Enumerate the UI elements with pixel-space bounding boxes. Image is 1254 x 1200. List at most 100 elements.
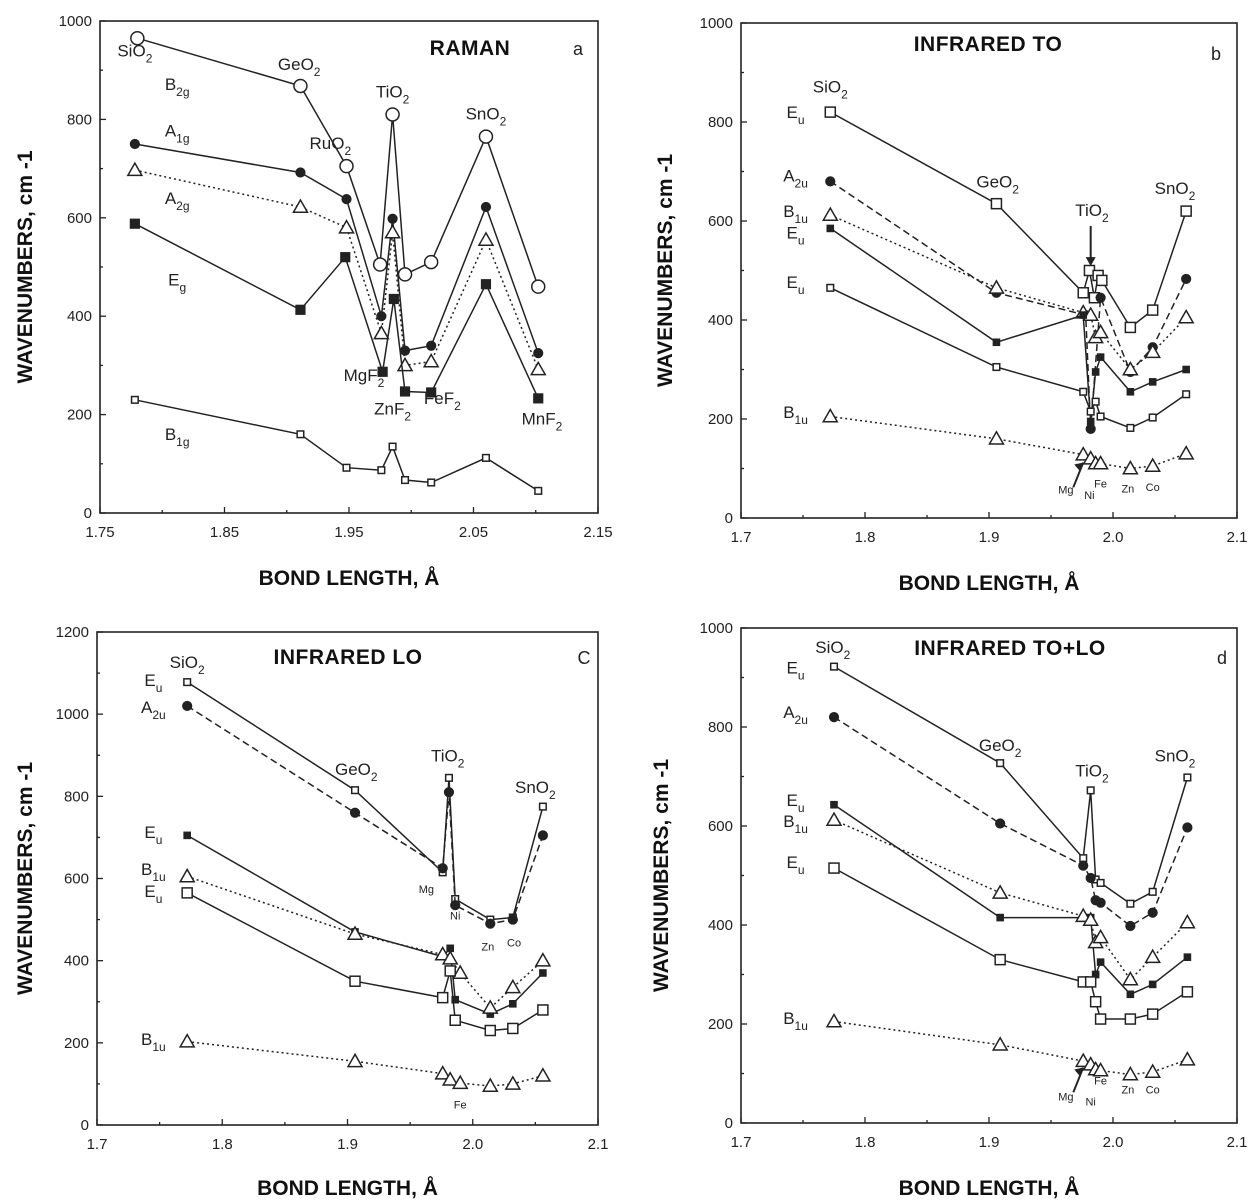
- data-point: [824, 106, 837, 118]
- data-point: [399, 386, 411, 397]
- annotation-label: Eu: [144, 882, 162, 906]
- data-point: [434, 1065, 451, 1080]
- data-point: [1095, 897, 1106, 908]
- data-point: [1126, 387, 1135, 396]
- data-point: [1096, 958, 1105, 966]
- data-point: [397, 267, 413, 282]
- series-Eu: [829, 662, 1192, 908]
- data-point: [1181, 986, 1194, 998]
- data-point: [1086, 417, 1095, 426]
- series-line: [829, 180, 1187, 429]
- annotation-label: GeO2: [278, 55, 321, 79]
- x-tick-label: 1.85: [210, 524, 239, 541]
- y-tick-label: 400: [64, 953, 89, 970]
- data-point: [534, 1067, 552, 1082]
- annotation-label: MnF2: [522, 409, 563, 433]
- data-point: [296, 430, 305, 439]
- y-tick-label: 600: [708, 818, 733, 835]
- cation-label: Fe: [454, 1100, 467, 1112]
- data-point: [529, 360, 547, 376]
- x-tick-label: 1.75: [85, 524, 114, 541]
- data-point: [1085, 423, 1096, 434]
- x-tick-label: 2.1: [1227, 529, 1248, 546]
- x-tick-label: 2.0: [462, 1136, 483, 1153]
- x-tick-label: 2.05: [459, 524, 488, 541]
- data-point: [1096, 412, 1105, 421]
- y-tick-label: 400: [67, 308, 92, 325]
- data-point: [1122, 970, 1139, 986]
- chart-panel-a: 1.75 1.85 1.95 2.05 2.15 0 200 400 600 800 1000 BON…: [14, 13, 613, 590]
- data-point: [478, 129, 494, 144]
- data-point: [1096, 274, 1108, 287]
- y-tick-label: 1000: [700, 620, 733, 637]
- series-line: [186, 705, 544, 925]
- annotation-label: Eu: [787, 791, 805, 815]
- series-line: [134, 169, 539, 370]
- data-point: [441, 950, 459, 965]
- data-point: [129, 218, 140, 229]
- data-point: [1181, 273, 1192, 285]
- annotation-label: Eu: [787, 853, 805, 877]
- data-point: [295, 167, 306, 178]
- annotation-label: B2g: [165, 75, 190, 99]
- data-point: [1147, 907, 1158, 918]
- series-line: [833, 804, 1188, 996]
- x-tick-label: 1.9: [979, 1134, 1000, 1151]
- data-point: [385, 107, 400, 122]
- data-point: [346, 925, 364, 940]
- x-tick-label: 1.7: [87, 1136, 108, 1153]
- data-point: [534, 486, 543, 495]
- annotation-label: A1g: [165, 122, 190, 146]
- cation-label: Mg: [1058, 484, 1073, 496]
- cation-label: Ni: [1085, 1097, 1095, 1109]
- series-line: [833, 716, 1189, 927]
- data-point: [388, 293, 399, 305]
- data-point: [992, 362, 1001, 372]
- data-point: [996, 913, 1004, 922]
- data-point: [821, 206, 839, 222]
- series-line: [833, 819, 1188, 981]
- data-point: [1091, 368, 1100, 376]
- annotation-label: Eg: [168, 271, 186, 295]
- data-point: [388, 442, 397, 451]
- data-point: [484, 1024, 497, 1037]
- plot-frame: [740, 627, 1238, 1124]
- data-point: [988, 430, 1005, 445]
- y-tick-label: 400: [708, 312, 733, 329]
- panel-letter: b: [1211, 44, 1221, 64]
- annotation-label: TiO2: [1075, 762, 1109, 786]
- data-point: [350, 786, 360, 795]
- chart-panel-d: 1.7 1.8 1.9 2.0 2.1 0 200 400 600 800 1000 BOND LEN…: [650, 620, 1247, 1200]
- series-A2g: [126, 161, 547, 376]
- y-tick-label: 800: [64, 788, 89, 805]
- data-point: [426, 340, 437, 351]
- y-tick-label: 1000: [700, 15, 733, 32]
- data-point: [1085, 872, 1096, 884]
- series-line: [186, 681, 544, 921]
- data-point: [451, 964, 469, 979]
- y-tick-label: 800: [708, 114, 733, 131]
- series-line: [829, 111, 1187, 329]
- x-tick-label: 1.8: [855, 529, 876, 546]
- data-point: [480, 201, 492, 213]
- data-point: [1148, 887, 1157, 896]
- annotation-label: B1u: [783, 403, 808, 427]
- data-point: [427, 478, 436, 487]
- x-tick-label: 2.0: [1103, 1134, 1124, 1151]
- series-line: [829, 214, 1187, 371]
- y-tick-label: 0: [725, 1115, 733, 1132]
- annotation-label: SnO2: [466, 104, 507, 128]
- data-point: [1144, 457, 1161, 473]
- data-point: [996, 759, 1005, 768]
- series-Eu: [826, 224, 1190, 426]
- y-tick-label: 1000: [56, 706, 89, 723]
- cation-label: Zn: [1121, 1084, 1134, 1096]
- data-point: [1148, 413, 1157, 422]
- data-point: [342, 463, 351, 472]
- x-tick-label: 1.9: [337, 1136, 358, 1153]
- x-tick-label: 1.7: [731, 1134, 752, 1151]
- data-point: [537, 830, 548, 841]
- data-point: [1079, 854, 1088, 863]
- annotation-label: SnO2: [1155, 179, 1196, 203]
- annotation-label: ZnF2: [374, 400, 411, 424]
